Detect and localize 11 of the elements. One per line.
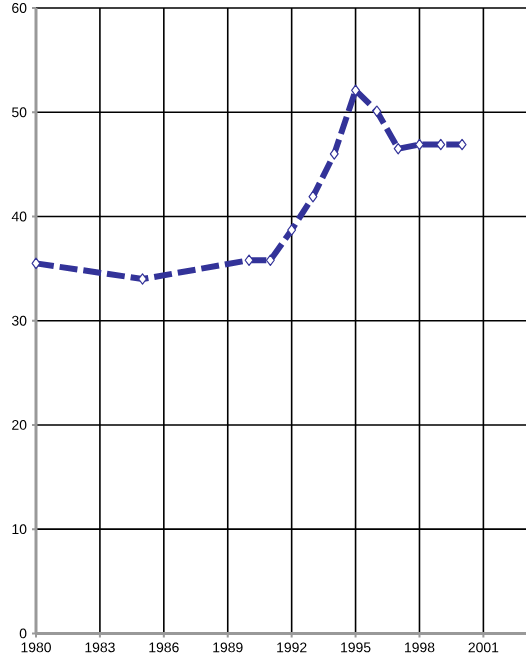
point	[287, 224, 297, 236]
point	[436, 138, 446, 151]
point	[31, 257, 41, 270]
point	[265, 254, 275, 267]
point	[138, 273, 148, 285]
point	[372, 105, 382, 117]
point	[329, 148, 339, 160]
point	[244, 254, 254, 267]
point	[393, 142, 403, 155]
point	[457, 138, 467, 151]
point	[308, 190, 318, 203]
